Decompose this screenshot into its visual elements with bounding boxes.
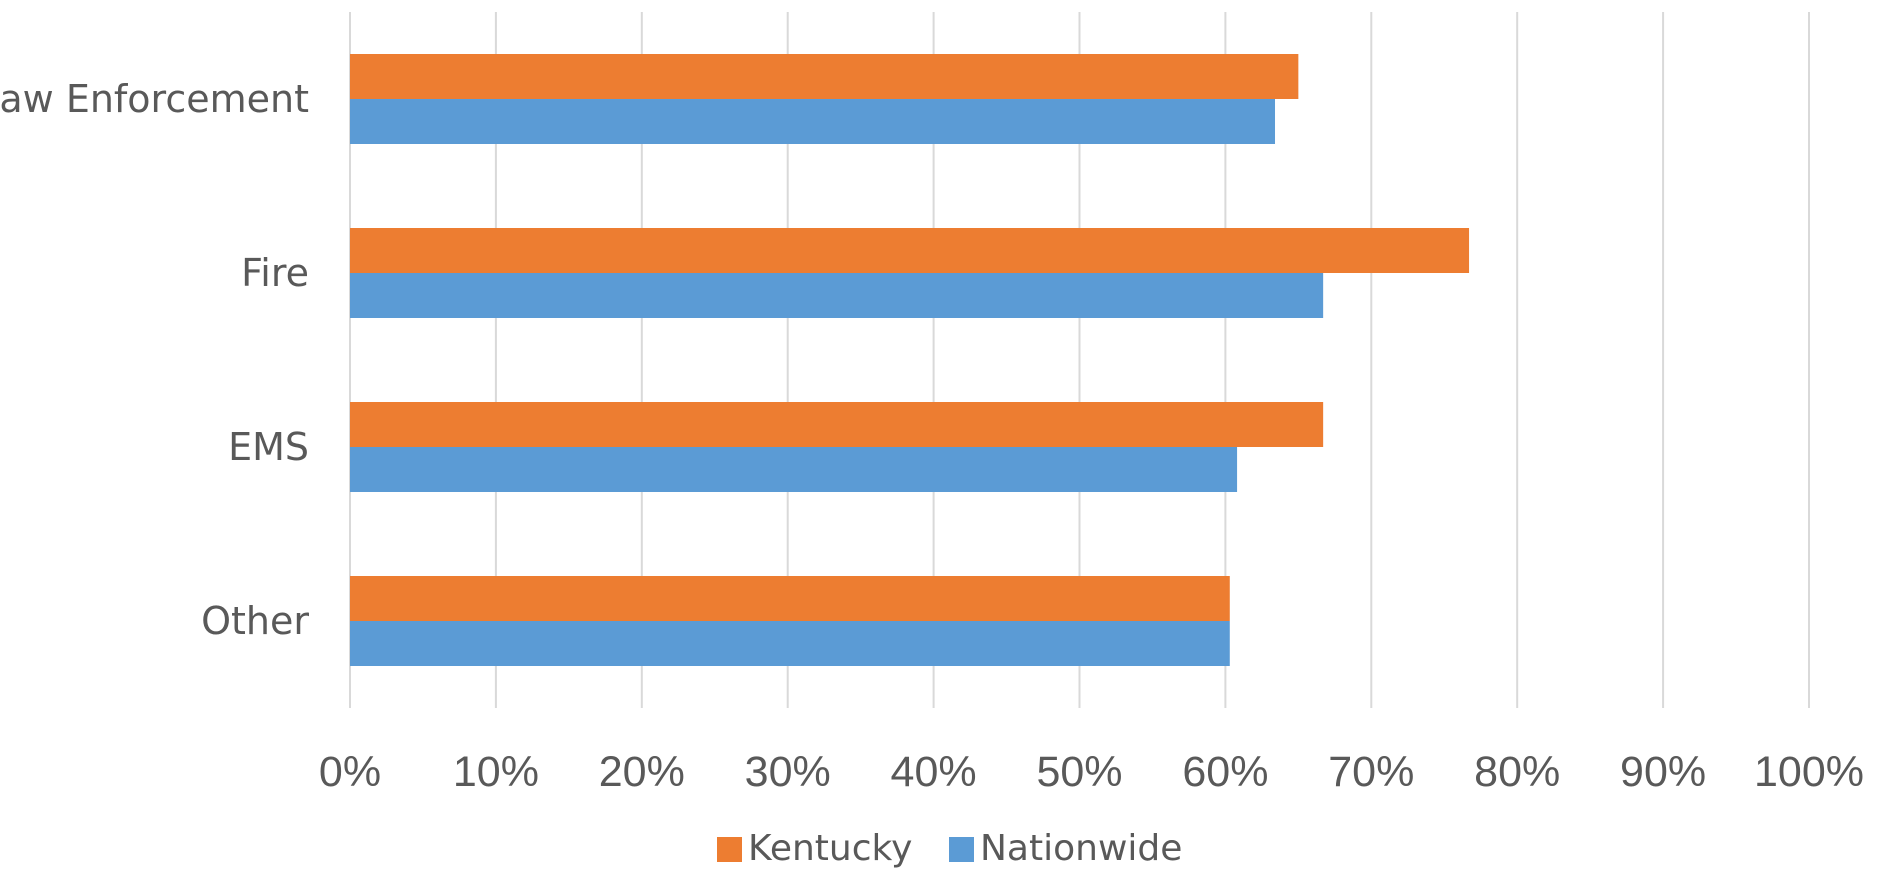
x-tick-label: 100% bbox=[1754, 748, 1864, 796]
legend: Kentucky Nationwide bbox=[717, 828, 1182, 869]
category-label: Fire bbox=[241, 251, 309, 295]
x-tick-label: 50% bbox=[1036, 748, 1122, 796]
bar-nationwide bbox=[350, 621, 1230, 666]
bars bbox=[350, 54, 1470, 666]
x-tick-label: 60% bbox=[1182, 748, 1268, 796]
bar-kentucky bbox=[350, 576, 1230, 621]
x-axis-tick-labels: 0% 10% 20% 30% 40% 50% 60% 70% 80% 90% 100% bbox=[319, 748, 1864, 796]
legend-label: Kentucky bbox=[748, 828, 912, 869]
bar-kentucky bbox=[350, 402, 1324, 447]
x-tick-label: 90% bbox=[1620, 748, 1706, 796]
bar-kentucky bbox=[350, 54, 1299, 99]
bar-nationwide bbox=[350, 99, 1276, 144]
x-tick-label: 20% bbox=[599, 748, 685, 796]
x-tick-label: 70% bbox=[1328, 748, 1414, 796]
x-tick-label: 40% bbox=[891, 748, 977, 796]
category-labels: Law Enforcement Fire EMS Other bbox=[0, 77, 309, 643]
category-label: Other bbox=[201, 599, 309, 643]
bar-kentucky bbox=[350, 228, 1470, 273]
legend-label: Nationwide bbox=[980, 828, 1182, 869]
category-label: EMS bbox=[228, 425, 309, 469]
bar-nationwide bbox=[350, 447, 1238, 492]
bar-nationwide bbox=[350, 273, 1324, 318]
legend-swatch bbox=[949, 837, 974, 862]
x-tick-label: 10% bbox=[453, 748, 539, 796]
category-label: Law Enforcement bbox=[0, 77, 309, 121]
x-tick-label: 30% bbox=[745, 748, 831, 796]
x-tick-label: 0% bbox=[319, 748, 381, 796]
x-tick-label: 80% bbox=[1474, 748, 1560, 796]
legend-swatch bbox=[717, 837, 742, 862]
